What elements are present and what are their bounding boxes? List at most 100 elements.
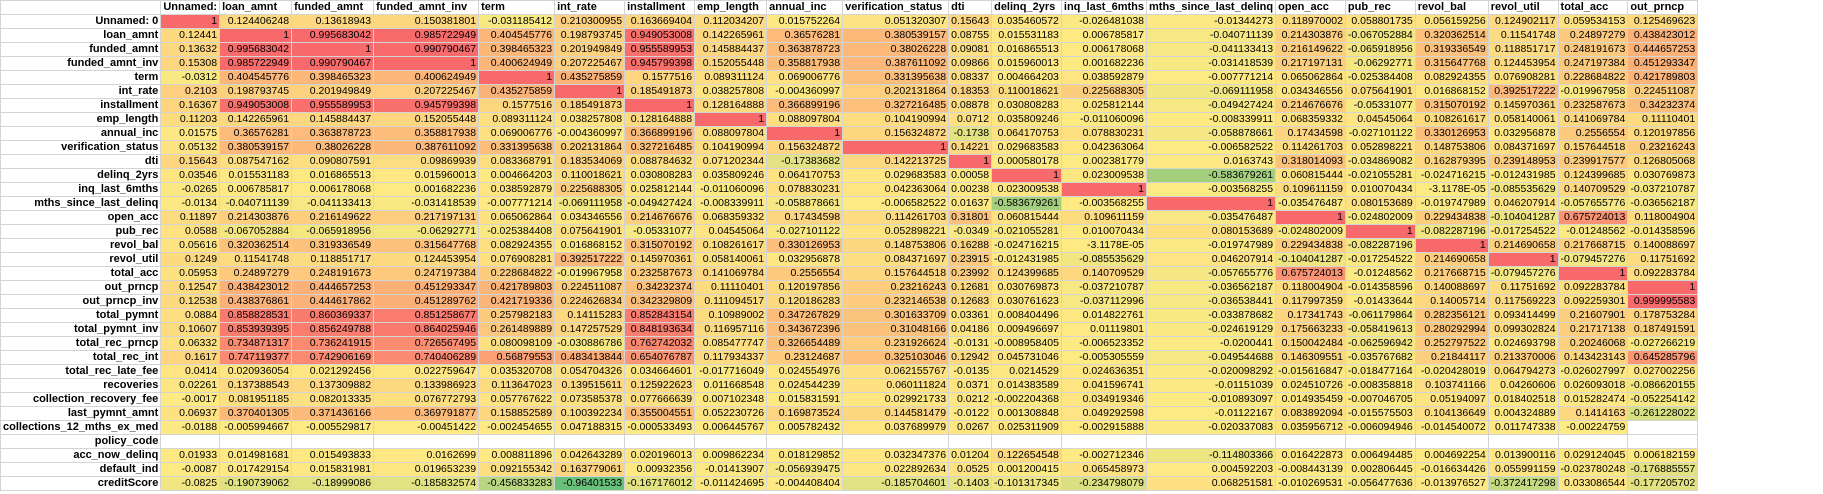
table-cell[interactable]: 0.347267829 (766, 308, 844, 323)
table-cell[interactable]: 0.1577516 (478, 98, 556, 113)
table-cell[interactable]: 0.185491873 (554, 98, 626, 113)
table-cell[interactable]: -0.027101122 (1344, 126, 1416, 141)
column-header[interactable]: Unnamed: (160, 0, 221, 15)
table-cell[interactable]: 0.034664601 (624, 364, 696, 379)
table-cell[interactable]: 0.301633709 (842, 308, 950, 323)
row-header[interactable]: total_rec_prncp (0, 336, 162, 351)
table-cell[interactable]: 0.023009538 (991, 182, 1062, 197)
table-cell[interactable]: 0.1617 (160, 350, 221, 365)
table-cell[interactable]: 0.145970361 (624, 252, 696, 267)
table-cell[interactable]: 0.068359332 (1275, 112, 1346, 127)
table-cell[interactable]: 0.214303876 (1275, 28, 1346, 43)
table-cell[interactable]: 0.23216243 (842, 280, 950, 295)
table-cell[interactable]: 0.145884437 (694, 42, 768, 57)
table-cell[interactable]: -0.0122 (948, 406, 993, 421)
row-header[interactable]: creditScore (0, 476, 162, 491)
table-cell[interactable]: -0.185704601 (842, 476, 950, 491)
table-cell[interactable]: 0.042643289 (554, 448, 626, 463)
table-cell[interactable]: 0.654076787 (624, 350, 696, 365)
table-cell[interactable]: 0.11110401 (694, 280, 768, 295)
table-cell[interactable]: 1 (991, 168, 1062, 183)
table-cell[interactable]: 0.035956712 (1275, 420, 1346, 435)
table-cell[interactable] (554, 434, 626, 449)
table-cell[interactable]: 0.120186283 (766, 294, 844, 309)
table-cell[interactable]: 0.143423143 (1557, 350, 1629, 365)
table-cell[interactable]: 0.004324889 (1487, 406, 1559, 421)
table-cell[interactable]: 0.034346556 (554, 210, 626, 225)
table-cell[interactable]: 0.124902117 (1487, 14, 1559, 29)
table-cell[interactable]: 0.128164888 (624, 112, 696, 127)
table-cell[interactable]: 0.06937 (160, 406, 221, 421)
table-cell[interactable]: 0.201949849 (554, 42, 626, 57)
table-cell[interactable]: 1 (948, 154, 993, 169)
table-cell[interactable]: 0.103741166 (1414, 378, 1489, 393)
table-cell[interactable]: 0.217197131 (1275, 56, 1346, 71)
table-cell[interactable]: -0.036562187 (1145, 280, 1277, 295)
table-cell[interactable]: 0.065062864 (478, 210, 556, 225)
row-header[interactable]: term (0, 70, 162, 85)
table-cell[interactable]: -0.082287196 (1344, 238, 1416, 253)
table-cell[interactable] (1487, 434, 1559, 449)
table-cell[interactable]: 0.18353 (948, 84, 993, 99)
table-cell[interactable]: 0.742906169 (291, 350, 375, 365)
table-cell[interactable]: 0.387611092 (842, 56, 950, 71)
table-cell[interactable]: 0.214303876 (219, 210, 293, 225)
table-cell[interactable]: 0.099302824 (1487, 322, 1559, 337)
table-cell[interactable]: 0.075641901 (1344, 84, 1416, 99)
table-cell[interactable]: 0.016868152 (1414, 84, 1489, 99)
table-cell[interactable]: 0.363878723 (766, 42, 844, 57)
table-cell[interactable]: 0.047188315 (554, 420, 626, 435)
table-cell[interactable]: 0.11897 (160, 210, 221, 225)
table-cell[interactable]: 0.207225467 (373, 84, 480, 99)
table-cell[interactable]: 0.069006776 (478, 126, 556, 141)
table-cell[interactable]: -0.026481038 (1060, 14, 1148, 29)
table-cell[interactable]: -0.019967958 (554, 266, 626, 281)
table-cell[interactable]: 0.124453954 (1487, 56, 1559, 71)
table-cell[interactable]: 0.438423012 (219, 280, 293, 295)
table-cell[interactable]: -0.0188 (160, 420, 221, 435)
table-cell[interactable]: -0.008958405 (991, 336, 1062, 351)
table-cell[interactable]: 0.852843154 (624, 308, 696, 323)
table-cell[interactable]: 0.232587673 (624, 266, 696, 281)
table-cell[interactable]: -0.082287196 (1414, 224, 1489, 239)
table-cell[interactable]: -0.004360997 (766, 84, 844, 99)
table-cell[interactable]: 0.1577516 (624, 70, 696, 85)
table-cell[interactable]: -0.058419613 (1344, 322, 1416, 337)
table-cell[interactable]: 0.280292994 (1414, 322, 1489, 337)
table-cell[interactable]: 0.004664203 (991, 70, 1062, 85)
table-cell[interactable]: 0.112034207 (694, 14, 768, 29)
table-cell[interactable]: 0.120197856 (766, 280, 844, 295)
table-cell[interactable]: 0.015493833 (291, 448, 375, 463)
table-cell[interactable]: 0.11541748 (1487, 28, 1559, 43)
table-cell[interactable]: -0.035476487 (1275, 196, 1346, 211)
table-cell[interactable]: 0.100392234 (554, 406, 626, 421)
table-cell[interactable] (948, 434, 993, 449)
table-cell[interactable]: 0.118004904 (1627, 210, 1699, 225)
table-cell[interactable]: 0.000580178 (991, 154, 1062, 169)
table-cell[interactable]: -0.185832574 (373, 476, 480, 491)
table-cell[interactable]: 0.030761623 (991, 294, 1062, 309)
table-cell[interactable]: 0.015831981 (291, 462, 375, 477)
table-cell[interactable]: -0.05331077 (624, 224, 696, 239)
table-cell[interactable]: 0.015752264 (766, 14, 844, 29)
table-cell[interactable]: -0.01248562 (1557, 224, 1629, 239)
table-cell[interactable]: 0.118004904 (1275, 280, 1346, 295)
table-cell[interactable]: -0.040711139 (219, 196, 293, 211)
row-header[interactable]: out_prncp (0, 280, 162, 295)
table-cell[interactable]: 0.001682236 (1060, 56, 1148, 71)
table-cell[interactable]: 0.09866 (948, 56, 993, 71)
table-cell[interactable]: 0.421789803 (478, 280, 556, 295)
table-cell[interactable]: 0.109611159 (1275, 182, 1346, 197)
table-cell[interactable]: -0.024802009 (1275, 224, 1346, 239)
table-cell[interactable]: -0.031418539 (373, 196, 480, 211)
table-cell[interactable]: 0.0371 (948, 378, 993, 393)
table-cell[interactable]: 0.14115283 (554, 308, 626, 323)
column-header[interactable]: funded_amnt_inv (373, 0, 480, 15)
table-cell[interactable]: -0.002915888 (1060, 420, 1148, 435)
column-header[interactable]: revol_bal (1414, 0, 1489, 15)
table-cell[interactable]: 0.013900116 (1487, 448, 1559, 463)
table-cell[interactable]: -0.041133413 (1145, 42, 1277, 57)
table-cell[interactable]: 0.675724013 (1275, 266, 1346, 281)
table-cell[interactable]: 0.029921733 (842, 392, 950, 407)
table-cell[interactable]: -0.010893097 (1145, 392, 1277, 407)
